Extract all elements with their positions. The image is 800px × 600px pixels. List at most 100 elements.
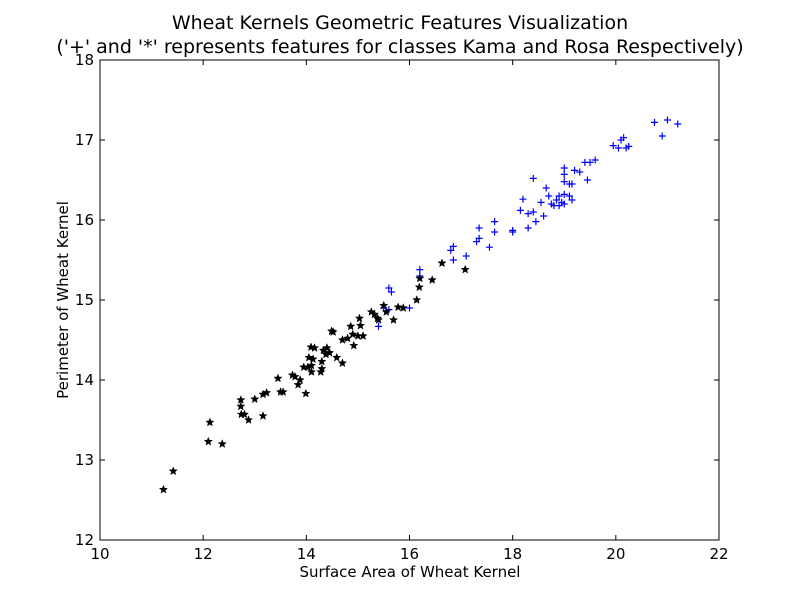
star-marker <box>158 484 169 494</box>
plus-marker <box>532 218 540 226</box>
plus-marker <box>545 192 553 200</box>
y-tick-label: 18 <box>75 51 94 69</box>
star-marker <box>304 352 314 362</box>
star-marker <box>295 375 305 384</box>
star-marker <box>369 309 380 319</box>
data-points <box>158 116 682 494</box>
y-axis-label: Perimeter of Wheat Kernel <box>54 201 72 399</box>
plus-marker <box>375 322 383 330</box>
x-tick-label: 22 <box>709 545 728 563</box>
plus-marker <box>542 184 550 192</box>
star-marker <box>349 340 359 350</box>
plus-marker <box>406 304 413 312</box>
x-tick-label: 10 <box>90 545 109 563</box>
star-marker <box>308 354 318 364</box>
star-marker <box>306 360 317 370</box>
star-marker <box>203 436 213 446</box>
plus-marker <box>560 164 568 172</box>
plus-marker <box>651 118 659 126</box>
star-marker <box>328 327 338 336</box>
star-marker <box>415 273 425 283</box>
plus-marker <box>385 284 393 292</box>
plus-marker <box>491 228 499 236</box>
star-marker <box>309 343 320 352</box>
plus-marker <box>475 224 483 232</box>
plus-marker <box>560 190 568 198</box>
star-marker <box>290 371 300 381</box>
plus-marker <box>537 198 545 206</box>
plus-marker <box>516 206 524 214</box>
plus-marker <box>449 242 457 250</box>
plus-marker <box>529 174 537 182</box>
star-marker <box>414 282 424 292</box>
star-marker <box>239 409 250 419</box>
star-marker <box>168 466 178 476</box>
plus-marker <box>609 142 617 150</box>
plus-marker <box>519 195 527 203</box>
star-marker <box>317 363 327 373</box>
plus-marker <box>658 132 666 140</box>
plus-marker <box>625 142 633 150</box>
star-marker <box>393 302 403 312</box>
star-marker <box>348 329 358 339</box>
chart-subtitle: ('+' and '*' represents features for cla… <box>56 36 744 58</box>
x-tick-label: 20 <box>606 545 625 563</box>
star-marker <box>437 258 447 268</box>
star-marker <box>358 331 368 340</box>
plus-marker <box>524 210 532 218</box>
star-marker <box>250 394 260 404</box>
star-marker <box>258 411 268 420</box>
y-tick-label: 15 <box>75 291 94 309</box>
plus-marker <box>674 120 682 128</box>
star-marker <box>460 264 470 274</box>
plus-marker <box>565 192 573 200</box>
plus-marker <box>462 252 470 260</box>
star-marker <box>273 373 283 383</box>
star-marker <box>412 295 422 304</box>
y-tick-label: 17 <box>75 131 94 149</box>
star-marker <box>278 387 288 396</box>
plus-marker <box>614 144 622 152</box>
star-marker <box>236 401 246 411</box>
star-marker <box>337 358 348 368</box>
star-marker <box>243 415 254 424</box>
plus-marker <box>555 192 563 200</box>
plus-marker <box>560 170 568 178</box>
plus-marker <box>571 166 579 174</box>
plus-marker <box>553 196 561 204</box>
y-tick-label: 12 <box>75 531 94 549</box>
plot-area-frame <box>99 59 720 541</box>
plus-marker <box>560 200 568 208</box>
plus-marker <box>620 134 628 142</box>
star-marker <box>217 439 227 448</box>
plus-marker <box>663 116 671 124</box>
star-marker <box>398 303 408 312</box>
plus-marker <box>560 178 568 186</box>
plus-marker <box>568 180 576 188</box>
star-marker <box>293 379 303 389</box>
plus-marker <box>576 168 584 176</box>
star-marker <box>301 388 311 398</box>
star-marker <box>317 356 327 366</box>
star-marker <box>388 315 399 324</box>
plus-marker <box>529 208 537 216</box>
star-marker <box>355 320 366 330</box>
star-marker <box>379 300 389 310</box>
plus-marker <box>416 266 424 274</box>
plus-marker <box>540 212 548 220</box>
y-tick-label: 13 <box>75 451 94 469</box>
x-axis-label: Surface Area of Wheat Kernel <box>300 563 521 581</box>
plus-marker <box>449 256 457 264</box>
star-marker <box>306 367 317 376</box>
x-tick-label: 18 <box>503 545 522 563</box>
plus-marker <box>447 246 455 254</box>
chart-title: Wheat Kernels Geometric Features Visuali… <box>171 12 629 34</box>
plus-marker <box>475 234 483 242</box>
plus-marker <box>524 224 532 232</box>
plus-marker <box>591 156 599 164</box>
plus-marker <box>509 226 517 234</box>
series-rosa-star <box>158 258 470 494</box>
plus-marker <box>387 288 395 296</box>
star-marker <box>346 321 356 331</box>
